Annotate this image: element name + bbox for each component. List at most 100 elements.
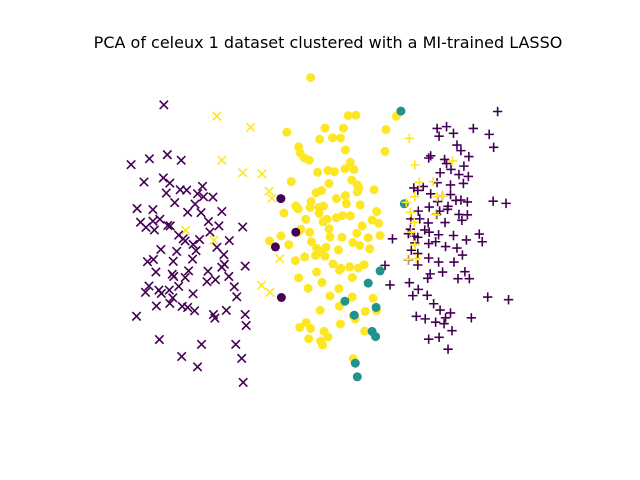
scatter-point-circle-yellow [337, 232, 347, 242]
scatter-point-circle-yellow [316, 336, 326, 346]
scatter-point-x-purple [135, 217, 146, 227]
scatter-point-circle-yellow [307, 237, 317, 247]
scatter-point-circle-yellow [354, 183, 364, 193]
scatter-point-plus-purple [430, 317, 441, 327]
scatter-point-plus-purple [458, 178, 469, 189]
scatter-point-plus-purple [413, 206, 423, 216]
scatter-point-plus-purple [418, 181, 428, 192]
scatter-point-plus-purple [443, 344, 453, 354]
scatter-point-plus-yellow [409, 217, 420, 227]
scatter-point-x-purple [238, 377, 248, 388]
scatter-point-x-purple [168, 256, 179, 267]
scatter-point-plus-purple [464, 273, 475, 284]
scatter-point-x-yellow [275, 253, 285, 264]
scatter-point-x-purple [202, 276, 212, 287]
scatter-point-circle-yellow [282, 127, 292, 137]
scatter-point-circle-yellow [360, 326, 370, 336]
scatter-point-x-purple [240, 261, 250, 271]
scatter-point-circle-yellow [345, 262, 355, 272]
scatter-point-x-purple [210, 313, 220, 323]
scatter-point-circle-yellow [303, 283, 313, 293]
scatter-point-plus-purple [466, 313, 477, 323]
scatter-point-plus-purple [413, 232, 423, 243]
scatter-point-plus-purple [435, 168, 445, 178]
scatter-point-circle-yellow [294, 273, 304, 283]
scatter-point-circle-yellow [347, 292, 357, 302]
scatter-point-x-purple [241, 320, 251, 331]
scatter-point-plus-purple [420, 314, 430, 324]
scatter-point-x-purple [208, 192, 218, 202]
scatter-point-circle-yellow [343, 111, 353, 121]
scatter-point-plus-purple [483, 292, 493, 302]
scatter-point-circle-yellow [334, 284, 344, 294]
scatter-point-x-purple [176, 155, 186, 165]
scatter-point-x-purple [144, 281, 154, 291]
scatter-point-plus-yellow [403, 254, 413, 265]
scatter-point-x-purple [148, 254, 159, 265]
scatter-point-plus-purple [453, 273, 463, 284]
scatter-point-circle-yellow [341, 199, 351, 209]
scatter-point-circle-yellow [291, 201, 301, 211]
scatter-point-x-yellow [217, 155, 227, 165]
chart-title: PCA of celeux 1 dataset clustered with a… [93, 33, 563, 52]
scatter-point-x-purple [217, 206, 227, 217]
scatter-point-circle-teal [396, 106, 406, 116]
scatter-point-circle-yellow [338, 123, 348, 133]
scatter-point-circle-yellow [381, 125, 391, 135]
scatter-point-x-yellow [180, 225, 191, 236]
scatter-point-x-purple [164, 285, 175, 295]
scatter-point-plus-purple [464, 151, 474, 162]
scatter-point-plus-yellow [437, 190, 448, 201]
scatter-point-circle-yellow [328, 133, 337, 143]
scatter-point-x-purple [198, 191, 209, 202]
scatter-point-plus-yellow [414, 177, 424, 188]
scatter-point-circle-yellow [324, 179, 334, 188]
scatter-point-plus-purple [434, 332, 444, 343]
scatter-point-x-yellow [257, 169, 267, 179]
scatter-point-x-purple [192, 189, 203, 199]
scatter-point-x-purple [212, 242, 222, 253]
scatter-point-plus-purple [435, 305, 445, 315]
scatter-point-plus-purple [439, 318, 449, 329]
scatter-point-plus-purple [501, 198, 511, 209]
scatter-point-x-purple [231, 291, 242, 302]
scatter-point-x-purple [176, 351, 187, 362]
scatter-point-circle-yellow [313, 167, 323, 177]
scatter-point-circle-purple [276, 194, 286, 204]
scatter-point-plus-purple [380, 260, 390, 271]
scatter-point-x-purple [180, 272, 190, 283]
scatter-point-x-purple [167, 293, 178, 303]
scatter-point-plus-purple [433, 257, 444, 267]
scatter-point-circle-yellow [345, 157, 355, 167]
scatter-point-plus-purple [460, 266, 470, 277]
scatter-point-plus-purple [457, 215, 467, 226]
scatter-point-x-purple [224, 271, 234, 282]
scatter-point-plus-purple [415, 214, 425, 224]
scatter-point-circle-yellow [355, 241, 365, 250]
scatter-point-x-purple [192, 362, 203, 372]
scatter-point-plus-purple [406, 245, 417, 255]
scatter-point-x-yellow [264, 186, 274, 196]
scatter-point-x-purple [205, 227, 215, 237]
scatter-point-circle-yellow [331, 194, 341, 204]
scatter-point-x-purple [165, 178, 175, 188]
scatter-point-circle-yellow [340, 164, 350, 174]
scatter-point-plus-purple [423, 334, 434, 344]
scatter-point-x-purple [240, 309, 250, 320]
scatter-point-circle-yellow [368, 293, 378, 303]
scatter-point-plus-purple [448, 128, 459, 138]
scatter-point-plus-purple [430, 237, 441, 247]
scatter-point-plus-purple [411, 311, 421, 321]
scatter-point-x-purple [190, 199, 200, 209]
scatter-point-x-purple [126, 159, 136, 170]
scatter-point-x-yellow [256, 280, 267, 291]
scatter-point-circle-yellow [337, 211, 347, 221]
scatter-point-circle-yellow [372, 207, 382, 216]
scatter-point-x-purple [159, 100, 169, 110]
scatter-point-x-purple [162, 149, 173, 160]
scatter-point-x-yellow [209, 235, 219, 246]
scatter-point-circle-teal [340, 296, 350, 306]
scatter-point-plus-purple [474, 229, 484, 239]
scatter-point-plus-yellow [432, 192, 442, 202]
